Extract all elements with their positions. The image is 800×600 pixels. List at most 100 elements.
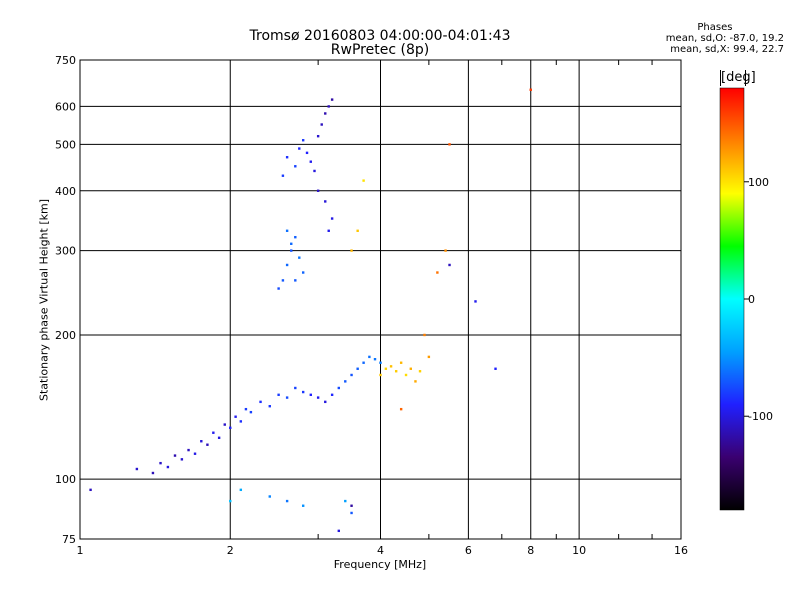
- colorbar-tick-label: -100: [748, 410, 773, 423]
- data-point: [350, 511, 353, 515]
- data-point: [330, 217, 334, 220]
- data-point: [427, 355, 431, 359]
- data-point: [362, 361, 365, 364]
- data-point: [309, 160, 312, 163]
- colorbar-unit-label: [deg]: [720, 70, 756, 86]
- data-point: [229, 426, 232, 430]
- data-point: [384, 367, 388, 370]
- data-point: [135, 467, 139, 471]
- data-point: [373, 358, 377, 361]
- data-point: [529, 88, 532, 91]
- chart-subtitle: RwPretec (8p): [330, 42, 430, 58]
- data-point: [301, 271, 305, 274]
- data-point: [239, 420, 243, 423]
- data-point: [409, 367, 412, 370]
- phase-stats-o: mean, sd,O: -87.0, 19.2: [665, 33, 784, 44]
- colorbar-tick-label: 100: [748, 176, 769, 189]
- y-tick-label: 400: [55, 185, 76, 198]
- data-point: [301, 390, 305, 394]
- data-point: [316, 189, 320, 192]
- y-axis-ticks: 75 100 200 300 400 500 600 750: [55, 54, 76, 546]
- x-tick-label: 10: [572, 544, 586, 557]
- phase-stats-header: Phases: [697, 22, 733, 33]
- data-point: [301, 504, 305, 507]
- scatter-points: [89, 88, 532, 533]
- data-point: [89, 488, 92, 492]
- data-point: [394, 370, 398, 373]
- data-point: [301, 139, 305, 142]
- data-point: [444, 249, 447, 252]
- data-point: [294, 165, 297, 168]
- colorbar-ticks: 100 0 -100: [744, 176, 773, 423]
- data-point: [285, 263, 289, 267]
- colorbar-tick-label: 0: [748, 293, 755, 306]
- plot-frame: [79, 59, 682, 540]
- data-point: [324, 400, 327, 404]
- data-point: [294, 279, 297, 282]
- data-point: [313, 169, 316, 173]
- y-tick-label: 75: [62, 533, 76, 546]
- data-point: [234, 415, 237, 418]
- data-point: [193, 452, 197, 455]
- data-point: [320, 123, 323, 126]
- chart-title: Tromsø 20160803 04:00:00-04:01:43: [249, 28, 511, 44]
- data-point: [389, 365, 393, 368]
- phase-stats: Phases mean, sd,O: -87.0, 19.2 mean, sd,…: [666, 22, 784, 55]
- data-point: [324, 200, 327, 203]
- data-point: [324, 112, 327, 115]
- x-axis-ticks: 1 2 4 6 8 10 16: [77, 60, 688, 557]
- data-point: [223, 423, 226, 426]
- data-point: [285, 229, 289, 232]
- data-point: [212, 431, 215, 434]
- data-point: [350, 504, 353, 507]
- data-point: [281, 279, 285, 282]
- data-point: [414, 380, 417, 383]
- data-point: [337, 529, 341, 533]
- data-point: [229, 499, 232, 503]
- data-point: [344, 499, 347, 503]
- data-point: [309, 393, 312, 397]
- y-axis-label: Stationary phase Virtual Height [km]: [37, 198, 51, 402]
- data-point: [166, 465, 170, 469]
- data-point: [173, 454, 177, 457]
- data-point: [448, 143, 451, 146]
- data-point: [379, 373, 382, 377]
- data-point: [277, 287, 280, 290]
- data-point: [379, 361, 382, 364]
- y-tick-label: 200: [55, 329, 76, 342]
- y-tick-label: 600: [55, 100, 76, 113]
- data-point: [259, 400, 262, 404]
- data-point: [344, 380, 347, 383]
- x-tick-label: 16: [674, 544, 688, 557]
- data-point: [285, 499, 289, 503]
- data-point: [399, 407, 403, 411]
- data-point: [316, 396, 320, 399]
- data-point: [244, 407, 248, 411]
- data-point: [285, 156, 289, 159]
- data-point: [294, 386, 297, 390]
- y-tick-label: 300: [55, 245, 76, 258]
- x-tick-label: 4: [377, 544, 384, 557]
- grid-lines: [80, 60, 681, 539]
- x-tick-label: 8: [527, 544, 534, 557]
- data-point: [350, 373, 353, 377]
- data-point: [327, 105, 330, 108]
- data-point: [277, 393, 280, 397]
- data-point: [217, 436, 221, 439]
- data-point: [151, 471, 155, 475]
- data-point: [494, 367, 497, 370]
- data-point: [316, 134, 320, 138]
- data-point: [448, 263, 451, 267]
- data-point: [474, 300, 477, 303]
- data-point: [268, 495, 271, 498]
- y-tick-label: 750: [55, 54, 76, 67]
- data-point: [180, 458, 184, 461]
- data-point: [362, 179, 365, 182]
- data-point: [350, 249, 353, 252]
- y-tick-label: 100: [55, 473, 76, 486]
- data-point: [294, 235, 297, 239]
- data-point: [356, 367, 359, 370]
- data-point: [281, 174, 285, 177]
- data-point: [418, 370, 422, 373]
